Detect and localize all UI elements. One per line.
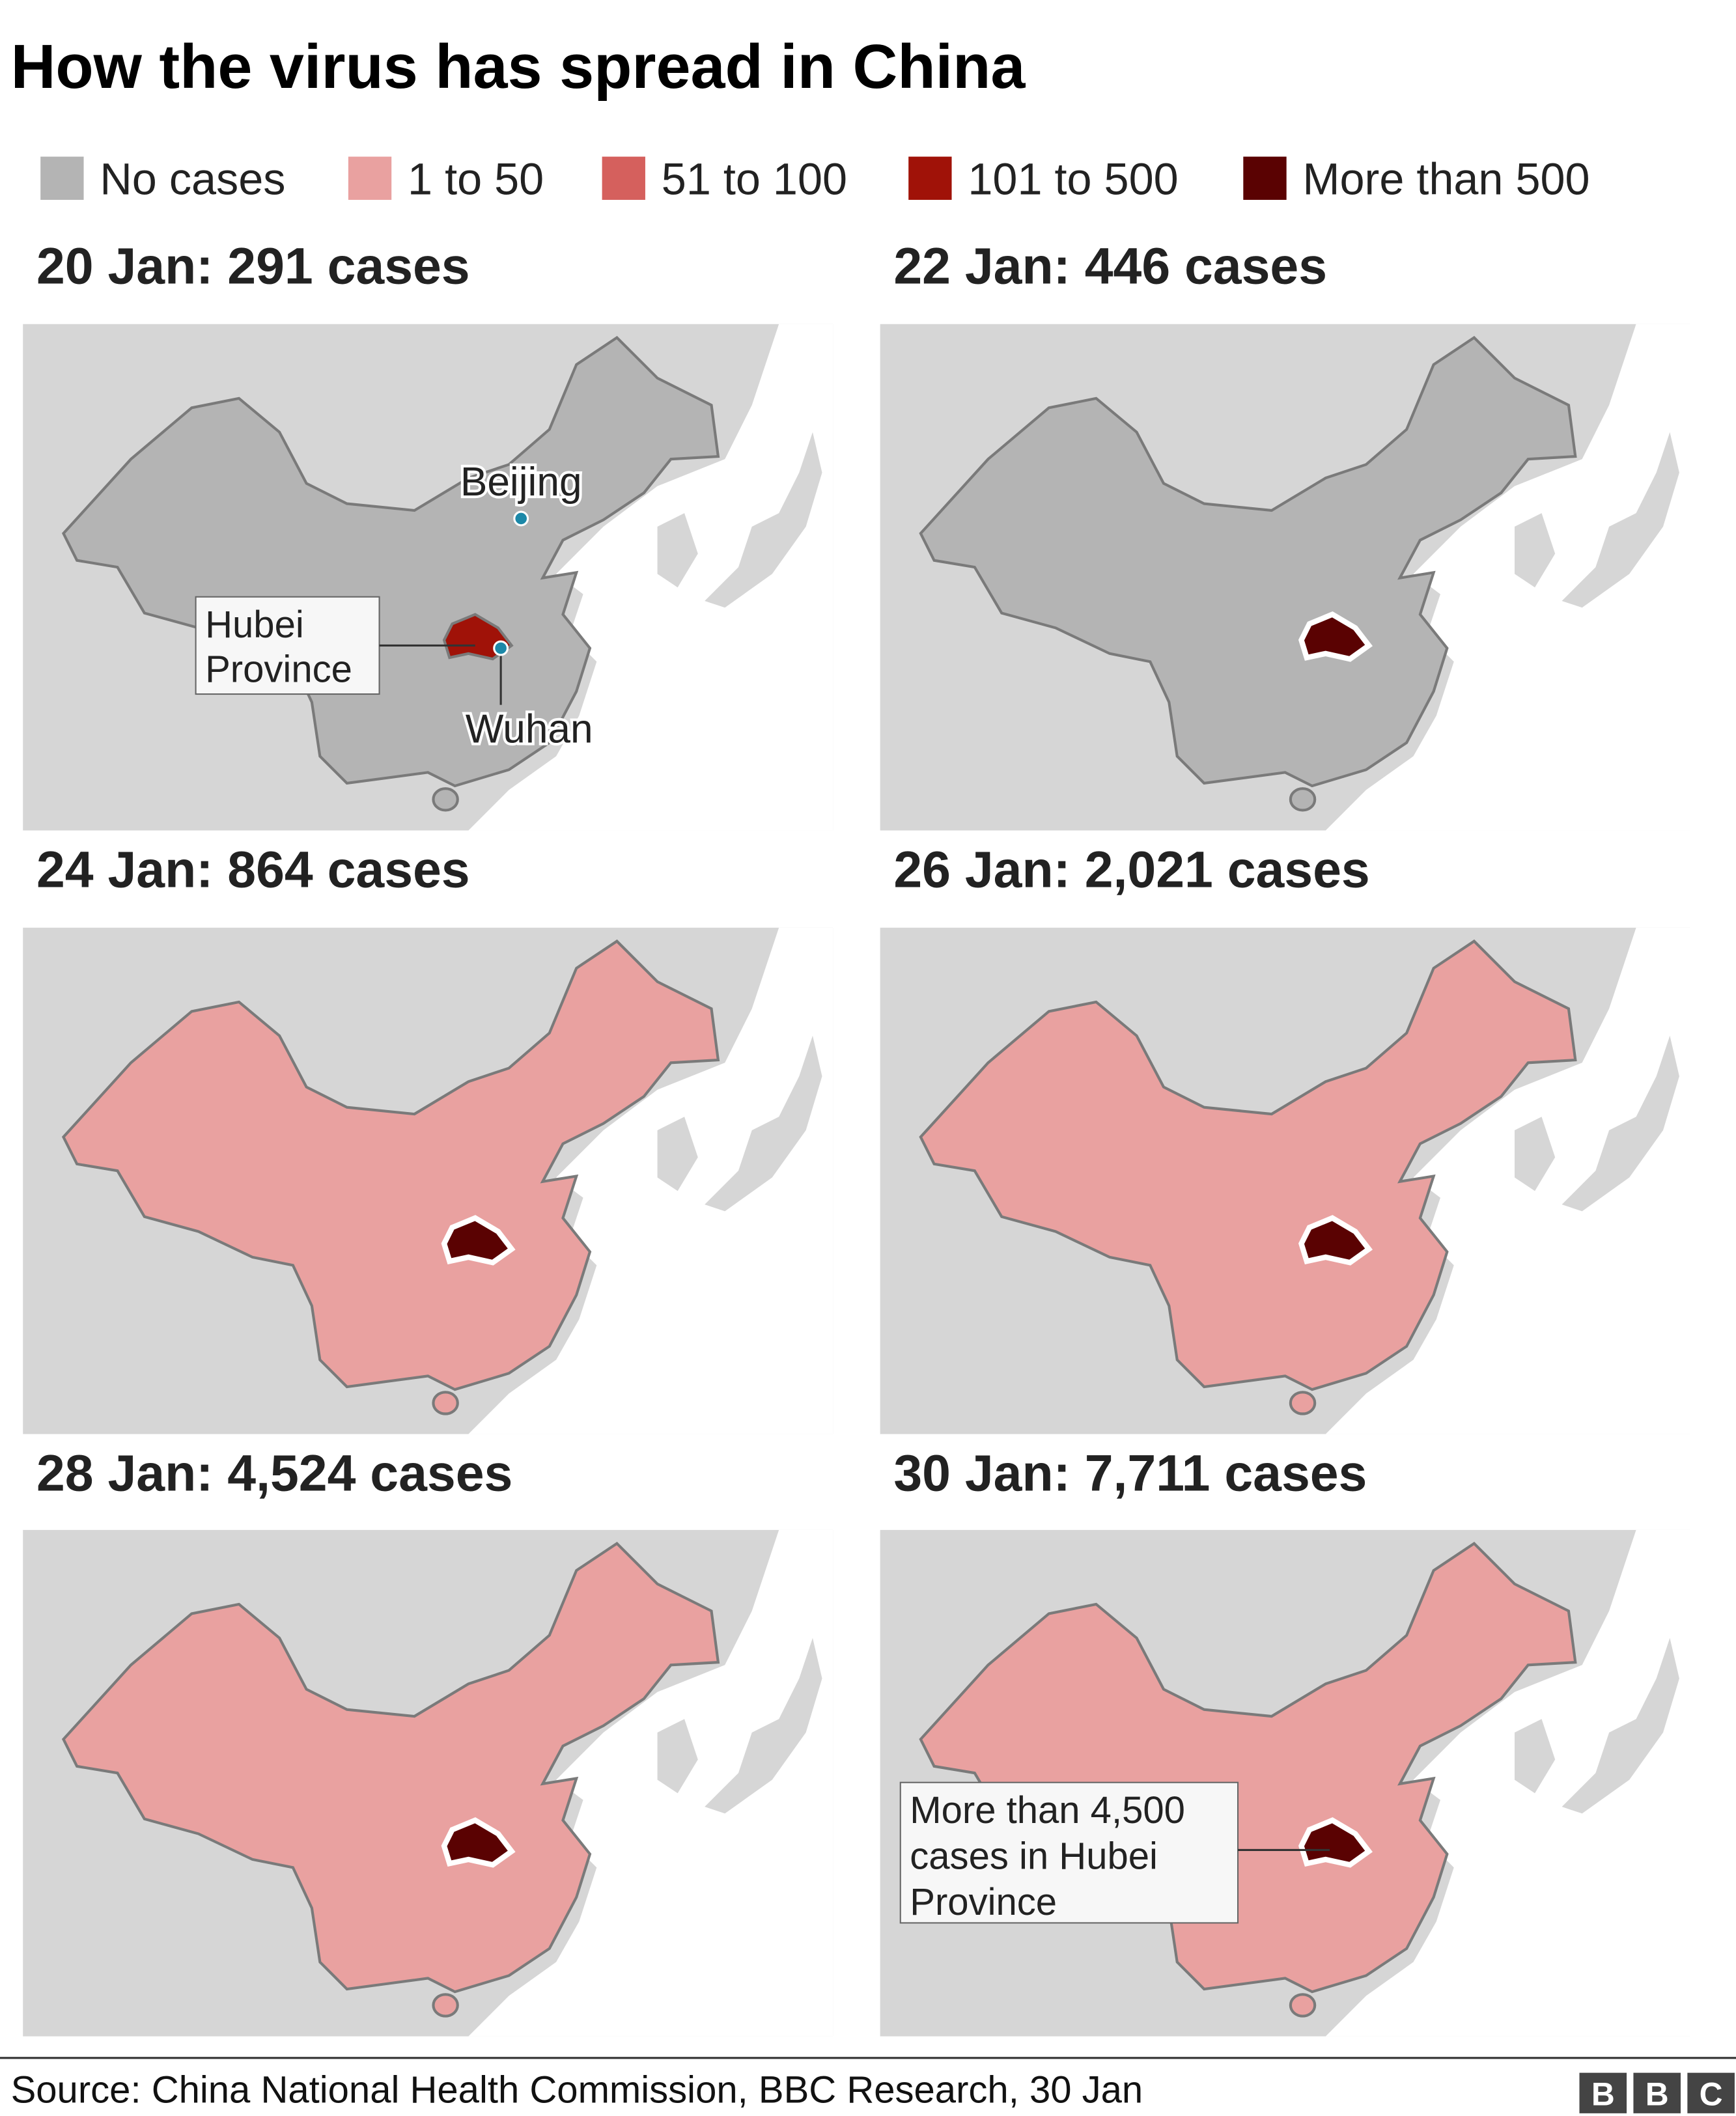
source: Source: China National Health Commission…	[11, 2068, 1143, 2111]
panel-title: 28 Jan: 4,524 cases	[36, 1445, 512, 1502]
korea	[1515, 1719, 1556, 1794]
panel-title: 24 Jan: 864 cases	[36, 841, 470, 898]
map-panel	[23, 324, 833, 831]
hainan	[432, 787, 459, 812]
korea	[1515, 1117, 1556, 1191]
cases-label: cases in Hubei	[910, 1835, 1158, 1877]
logo-letter: C	[1700, 2076, 1723, 2112]
hainan	[432, 1391, 459, 1415]
panel-title: 22 Jan: 446 cases	[893, 238, 1327, 295]
wuhan-dot	[493, 640, 509, 656]
wuhan-label: Wuhan	[466, 707, 593, 752]
sea	[468, 1529, 833, 2037]
logo-letter: B	[1591, 2076, 1615, 2112]
hubei-label: Hubei	[205, 604, 304, 646]
hubei	[1298, 1817, 1373, 1868]
legend-swatch	[40, 156, 84, 200]
cases-label: More than 4,500	[910, 1789, 1185, 1831]
cases-box	[899, 1781, 1239, 1924]
hainan	[1289, 787, 1317, 812]
beijing-label: Beijing	[460, 460, 582, 505]
japan	[1561, 1637, 1679, 1814]
map-panel	[880, 324, 1690, 831]
cases-label: Province	[910, 1881, 1057, 1923]
hainan	[1289, 1993, 1317, 2018]
hubei-label: Province	[205, 648, 352, 690]
sea	[468, 324, 833, 831]
map-panel	[23, 1529, 833, 2037]
legend-swatch	[908, 156, 952, 200]
sea	[1325, 1529, 1690, 2037]
hubei	[1298, 1215, 1373, 1266]
china	[919, 335, 1577, 788]
sea	[1325, 324, 1690, 831]
china	[61, 939, 720, 1391]
china	[919, 939, 1577, 1391]
japan	[705, 432, 822, 608]
panel-title: 20 Jan: 291 cases	[36, 238, 470, 295]
legend-label: 101 to 500	[968, 155, 1178, 204]
hubei-box	[195, 596, 380, 695]
sea	[1325, 927, 1690, 1434]
map-panel	[880, 927, 1690, 1434]
map-panel	[23, 927, 833, 1434]
japan	[1561, 432, 1679, 608]
logo-block	[1579, 2072, 1627, 2113]
legend-swatch	[602, 156, 645, 200]
legend-swatch	[1243, 156, 1287, 200]
logo-letter: B	[1645, 2076, 1669, 2112]
logo-block	[1687, 2072, 1735, 2113]
japan	[705, 1637, 822, 1814]
logo-block	[1633, 2072, 1681, 2113]
korea	[1515, 513, 1556, 588]
legend-label: No cases	[100, 155, 285, 204]
legend-swatch	[348, 156, 392, 200]
korea	[657, 1117, 698, 1191]
sea	[468, 927, 833, 1434]
hubei	[441, 1817, 516, 1868]
title: How the virus has spread in China	[11, 33, 1026, 102]
japan	[705, 1035, 822, 1212]
beijing-dot	[513, 510, 529, 527]
korea	[657, 1719, 698, 1794]
korea	[657, 513, 698, 588]
hainan	[432, 1993, 459, 2018]
hubei	[1298, 611, 1373, 662]
legend-label: 1 to 50	[408, 155, 544, 204]
hainan	[1289, 1391, 1317, 1415]
japan	[1561, 1035, 1679, 1212]
hubei	[441, 1215, 516, 1266]
legend-label: More than 500	[1303, 155, 1590, 204]
legend-label: 51 to 100	[662, 155, 847, 204]
panel-title: 30 Jan: 7,711 cases	[893, 1445, 1367, 1502]
panel-title: 26 Jan: 2,021 cases	[893, 841, 1369, 898]
china	[61, 1541, 720, 1994]
